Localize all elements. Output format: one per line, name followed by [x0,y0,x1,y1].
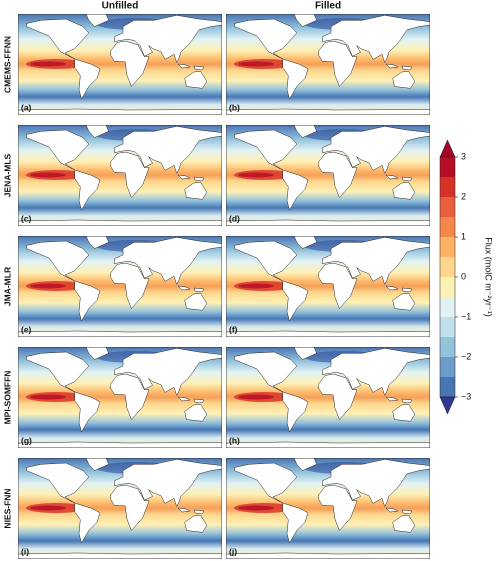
panel-label: (d) [229,213,240,223]
colorbar-bin [440,157,455,177]
colorbar-bin [440,217,455,237]
map-panel [226,236,430,337]
colorbar-under [439,396,456,415]
row-label: JENA-MLS [2,153,12,197]
row-label: JMA-MLR [2,267,12,306]
row-label: CMEMS-FFNN [2,36,12,93]
colorbar-bin [440,177,455,197]
map-panel [18,236,222,337]
map-panel [18,14,222,115]
column-title: Filled [315,1,341,12]
colorbar-bin [440,297,455,317]
map-panel [18,458,222,559]
panel-label: (h) [229,435,240,445]
colorbar-bin [440,237,455,257]
colorbar-tick-label: −2 [461,351,471,361]
map-panel [226,14,430,115]
colorbar-bin [440,317,455,337]
map-panel [18,125,222,226]
panel-label: (b) [229,102,240,112]
colorbar-bin [440,337,455,357]
panel-label: (i) [21,546,29,556]
panel-label: (c) [21,213,32,223]
colorbar-bin [440,357,455,377]
colorbar-bin [440,197,455,217]
panel-label: (a) [21,102,32,112]
colorbar-tick-label: 1 [461,231,466,241]
colorbar-tick-label: −3 [461,391,471,401]
colorbar-bin [440,277,455,297]
panel-label: (f) [229,324,238,334]
colorbar-bin [440,377,455,397]
panel-label: (j) [229,546,237,556]
colorbar-tick-label: 3 [461,151,466,161]
row-label: MPI-SOMFFN [2,371,12,425]
colorbar-bin [440,257,455,277]
colorbar-tick-label: 0 [461,271,466,281]
map-panel [18,347,222,448]
colorbar-label: Flux (molC m⁻²yr⁻¹) [484,237,494,317]
column-title: Unfilled [102,1,139,12]
map-panel [226,125,430,226]
panel-label: (e) [21,324,32,334]
panel-label: (g) [21,435,32,445]
colorbar-over [439,139,456,158]
colorbar-tick-label: 2 [461,191,466,201]
colorbar-tick-label: −1 [461,311,471,321]
map-panel [226,347,430,448]
map-panel [226,458,430,559]
row-label: NIES-FNN [2,488,12,528]
